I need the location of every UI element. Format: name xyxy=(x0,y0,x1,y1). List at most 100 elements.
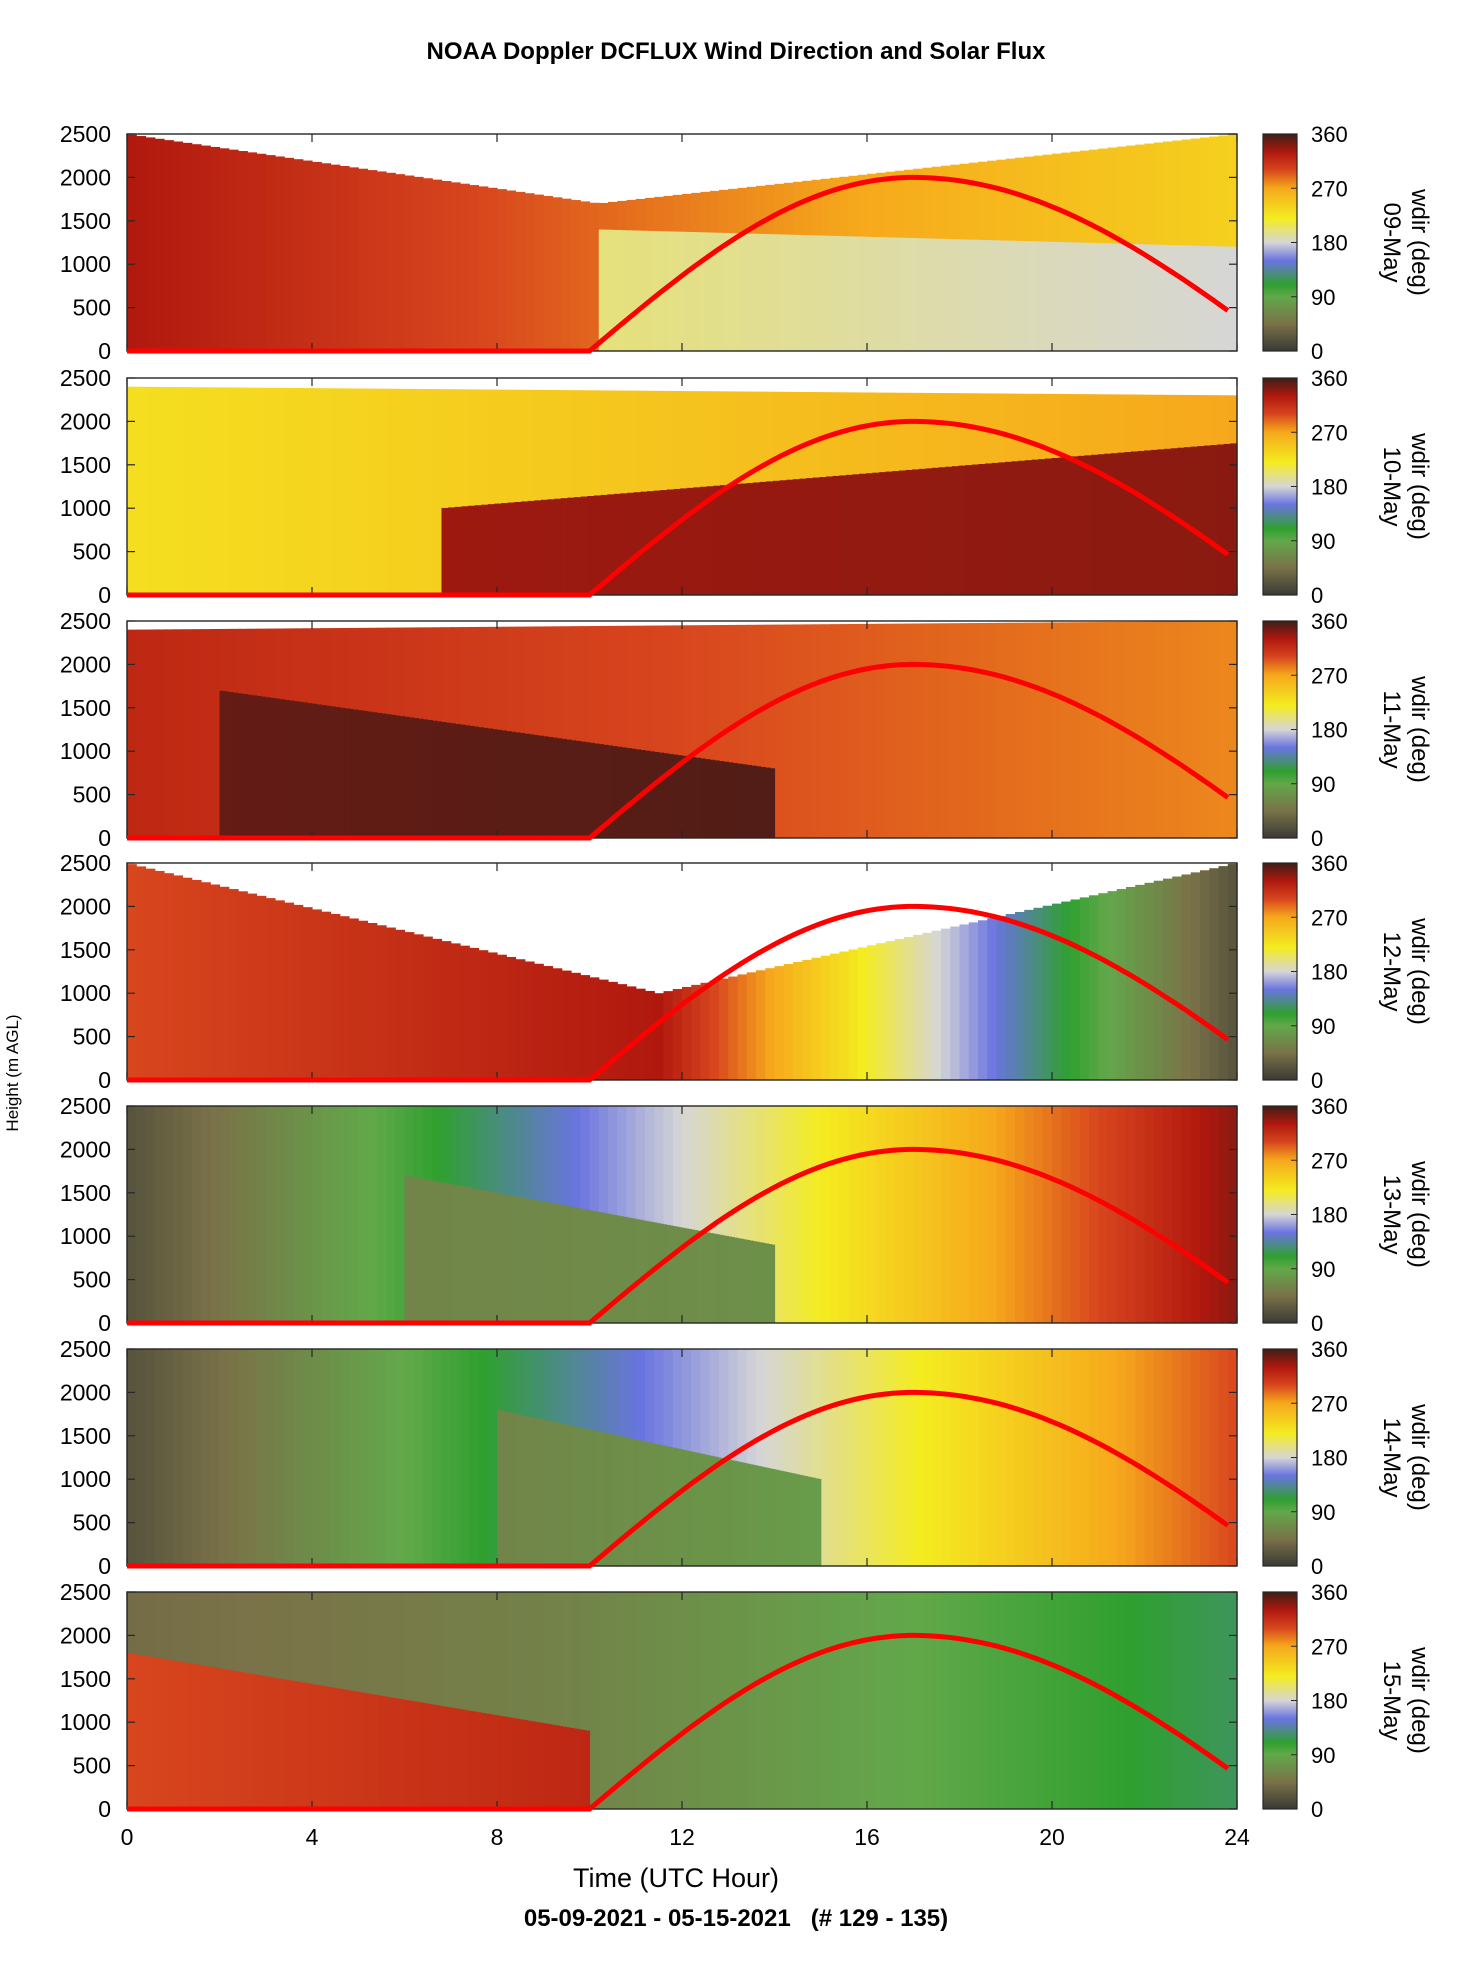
data-cell xyxy=(971,464,980,595)
data-cell xyxy=(857,1106,868,1323)
data-cell xyxy=(275,698,281,838)
data-cell xyxy=(811,624,822,838)
data-cell xyxy=(719,978,729,1080)
data-cell xyxy=(503,1194,507,1323)
data-cell xyxy=(1227,621,1238,838)
data-cell xyxy=(1181,1349,1192,1566)
data-cell xyxy=(931,1592,942,1809)
data-cell xyxy=(478,950,489,1080)
data-cell xyxy=(552,197,563,351)
x-tick-label: 12 xyxy=(669,1824,695,1850)
data-cell xyxy=(349,1106,359,1323)
data-cell xyxy=(423,936,433,1080)
data-cell xyxy=(802,624,813,838)
data-cell xyxy=(145,868,156,1080)
panel-day-label: 09-May xyxy=(1378,202,1405,282)
data-cell xyxy=(885,1349,896,1566)
data-cell xyxy=(885,1592,896,1809)
data-cell xyxy=(870,236,876,351)
data-cell xyxy=(472,1188,477,1323)
data-cell xyxy=(444,1183,449,1323)
data-cell xyxy=(502,1411,506,1566)
x-tick-label: 24 xyxy=(1224,1824,1250,1850)
data-cell xyxy=(413,1349,424,1566)
data-cell xyxy=(795,234,802,351)
data-cell xyxy=(561,1423,566,1566)
data-cell xyxy=(358,168,369,351)
data-cell xyxy=(700,1592,711,1809)
data-cell xyxy=(145,137,156,351)
data-cell xyxy=(1199,245,1206,351)
data-cell xyxy=(395,1106,406,1323)
data-cell xyxy=(423,1349,433,1566)
data-cell xyxy=(330,388,341,595)
data-cell xyxy=(554,1725,560,1809)
data-cell xyxy=(1200,870,1210,1080)
data-cell xyxy=(732,763,739,838)
data-cell xyxy=(806,235,813,351)
data-cell xyxy=(608,1592,618,1809)
y-tick-label: 2000 xyxy=(60,164,111,190)
data-cell xyxy=(349,708,355,838)
data-cell xyxy=(460,1592,470,1809)
data-cell xyxy=(691,625,702,838)
data-cell xyxy=(188,1663,194,1809)
data-cell xyxy=(136,629,147,838)
data-cell xyxy=(739,483,748,595)
data-cell xyxy=(404,1175,409,1323)
data-cell xyxy=(413,388,424,595)
data-cell xyxy=(308,1683,313,1809)
data-cell xyxy=(707,1455,711,1566)
data-cell xyxy=(510,1412,514,1566)
data-cell xyxy=(369,1694,375,1809)
y-tick-label: 2500 xyxy=(60,608,111,634)
data-cell xyxy=(549,1202,554,1323)
data-cell xyxy=(223,1669,228,1809)
data-cell xyxy=(1144,1349,1155,1566)
colorbar-tick-label: 270 xyxy=(1311,663,1348,688)
data-cell xyxy=(978,622,988,838)
data-cell xyxy=(1209,136,1220,351)
data-cell xyxy=(1163,1106,1173,1323)
data-cell xyxy=(1082,242,1089,351)
data-cell xyxy=(460,1186,464,1323)
data-cell xyxy=(1070,1592,1081,1809)
data-cell xyxy=(559,1423,563,1566)
data-cell xyxy=(793,1473,798,1566)
data-cell xyxy=(894,623,905,838)
y-tick-label: 2500 xyxy=(60,1579,111,1605)
data-cell xyxy=(293,1349,304,1566)
data-cell xyxy=(1107,621,1118,838)
data-cell xyxy=(601,1212,606,1323)
data-cell xyxy=(529,1416,533,1566)
data-cell xyxy=(192,1664,197,1809)
data-cell xyxy=(508,1717,514,1809)
data-cell xyxy=(996,1349,1007,1566)
data-cell xyxy=(958,465,966,595)
data-cell xyxy=(965,465,973,595)
data-cell xyxy=(1071,456,1079,595)
data-cell xyxy=(358,1692,363,1809)
data-cell xyxy=(978,463,986,595)
data-cell xyxy=(499,1410,503,1566)
data-cell xyxy=(783,1592,794,1809)
data-cell xyxy=(663,753,669,838)
data-cell xyxy=(395,715,401,838)
data-cell xyxy=(1135,1106,1146,1323)
data-cell xyxy=(323,1686,329,1809)
data-cell xyxy=(331,1687,336,1809)
data-cell xyxy=(642,1441,646,1566)
data-cell xyxy=(321,388,332,595)
data-cell xyxy=(737,1592,748,1809)
data-cell xyxy=(566,739,572,838)
data-cell xyxy=(766,1467,771,1566)
data-cell xyxy=(1089,1106,1099,1323)
data-cell xyxy=(353,709,359,838)
data-cell xyxy=(1126,621,1136,838)
data-cell xyxy=(1033,907,1044,1080)
data-cell xyxy=(395,388,406,595)
data-cell xyxy=(960,239,967,351)
data-cell xyxy=(913,1592,924,1809)
data-cell xyxy=(1033,1106,1044,1323)
data-cell xyxy=(580,1208,584,1323)
